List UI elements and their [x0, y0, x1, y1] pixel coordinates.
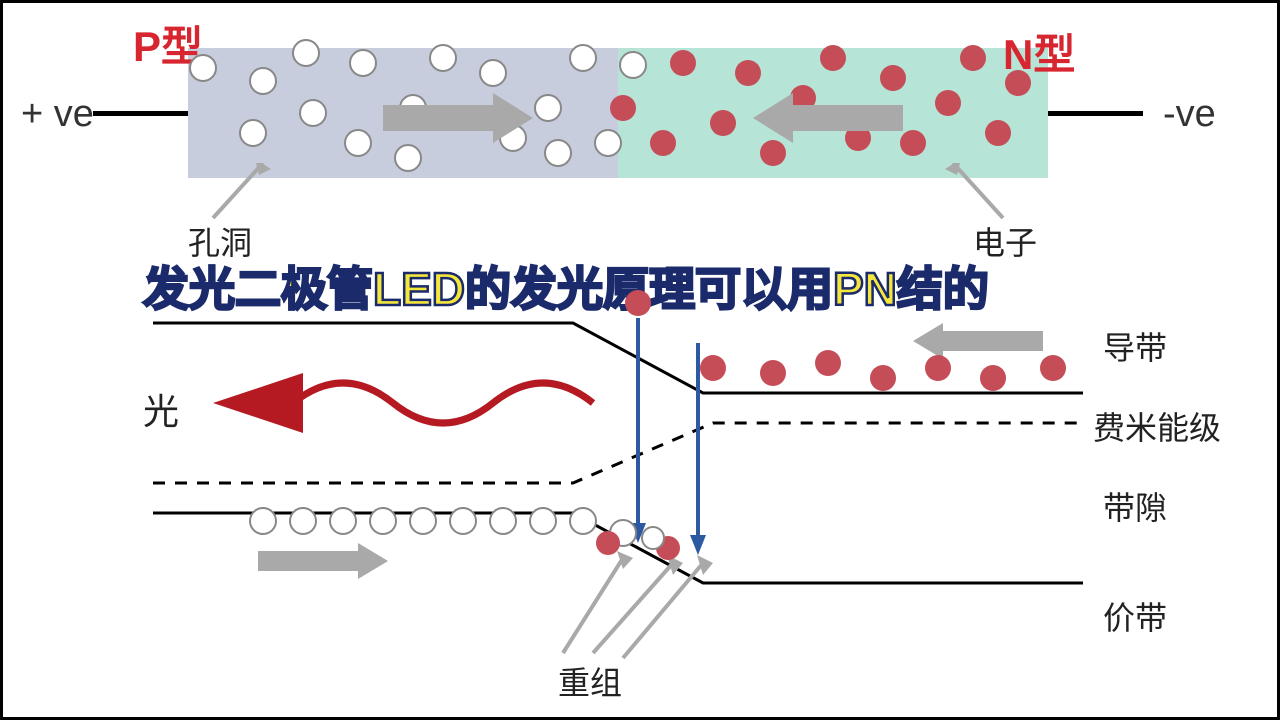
light-label: 光 — [143, 383, 179, 435]
fermi-level-label: 费米能级 — [1093, 403, 1221, 449]
recombination-label: 重组 — [558, 658, 622, 704]
conduction-band-label: 导带 — [1103, 323, 1167, 369]
valence-band-label: 价带 — [1103, 593, 1167, 639]
band-diagram — [3, 3, 1280, 723]
band-gap-label: 带隙 — [1103, 483, 1167, 529]
